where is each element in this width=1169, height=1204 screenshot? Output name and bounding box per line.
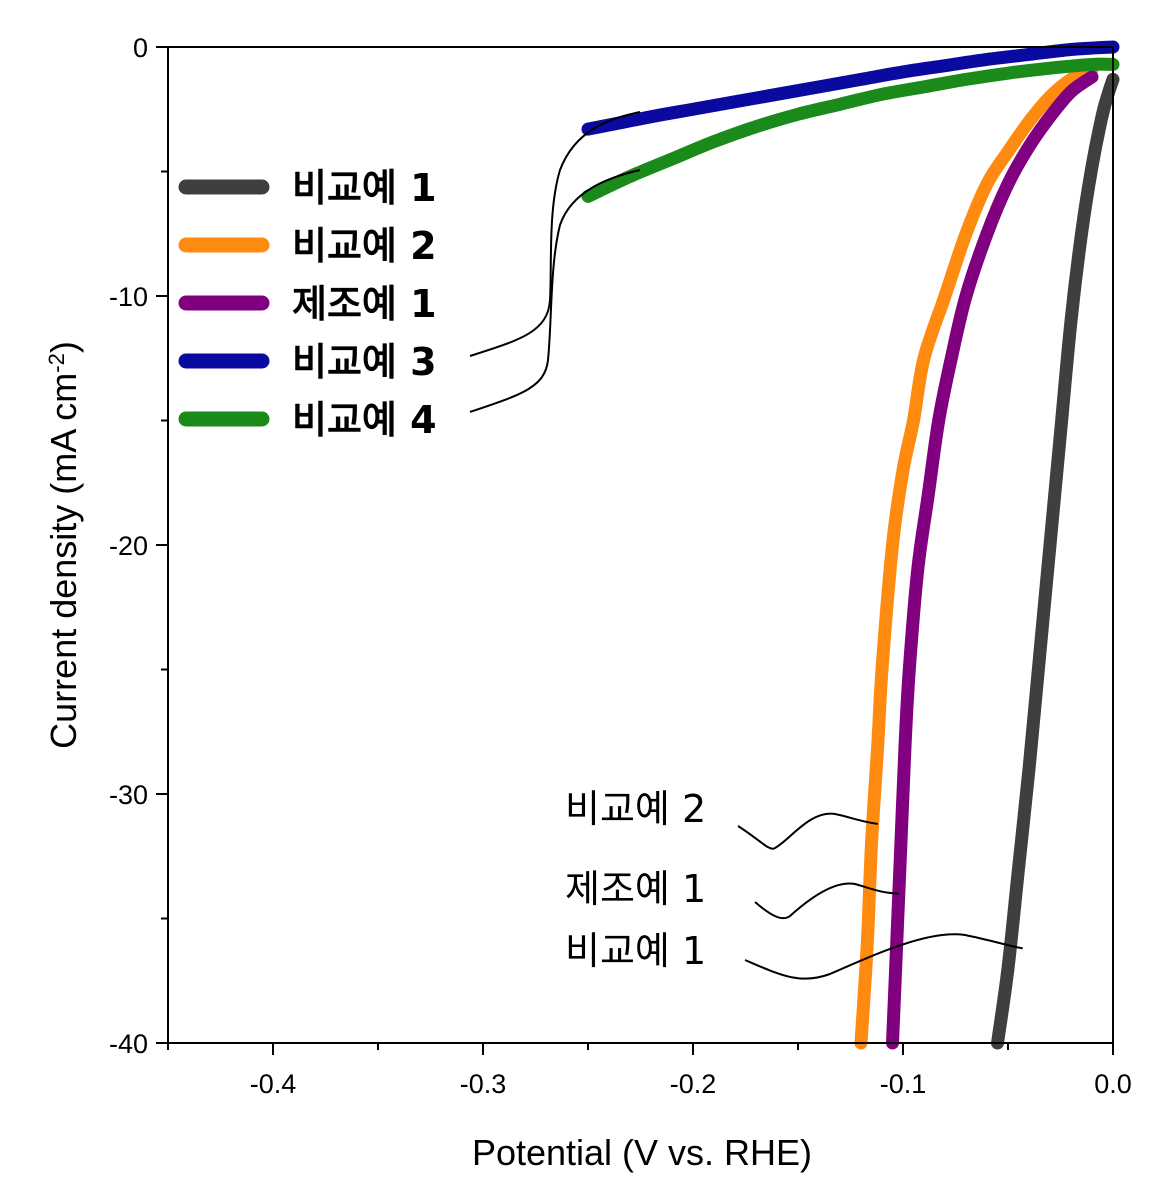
legend-label: 비교예 3 — [292, 340, 437, 384]
x-tick-label: -0.2 — [670, 1069, 717, 1099]
y-axis-title-close: ) — [43, 341, 84, 353]
annotation-label: 제조예 1 — [565, 867, 706, 911]
y-axis-title-main: Current density (mA cm — [43, 373, 84, 749]
series-line-2 — [854, 62, 1099, 1050]
y-axis-title-sup: -2 — [44, 353, 69, 373]
annotation-leader — [737, 812, 878, 850]
x-tick-label: -0.1 — [880, 1069, 927, 1099]
legend-label: 비교예 1 — [292, 166, 437, 210]
x-tick-label: -0.3 — [460, 1069, 507, 1099]
leader-line — [469, 111, 641, 357]
annotation-leader — [744, 933, 1023, 980]
annotations: 비교예 2 제조예 1 비교예 1 — [565, 787, 1023, 980]
legend: 비교예 1 비교예 2 제조예 1 비교예 3 비교예 4 — [178, 111, 641, 442]
annotation-label: 비교예 1 — [565, 929, 706, 973]
y-tick-label: -20 — [109, 531, 148, 561]
y-tick-label: -30 — [109, 780, 148, 810]
y-tick-label: -40 — [109, 1029, 148, 1059]
y-tick-label: 0 — [133, 33, 148, 63]
x-axis-title: Potential (V vs. RHE) — [472, 1132, 812, 1173]
legend-label: 제조예 1 — [292, 282, 437, 326]
legend-label: 비교예 2 — [292, 224, 437, 268]
leader-line — [469, 169, 641, 413]
series-line-1 — [991, 72, 1120, 1050]
x-tick-label: -0.4 — [250, 1069, 297, 1099]
x-tick-label: 0.0 — [1094, 1069, 1132, 1099]
annotation-label: 비교예 2 — [565, 787, 706, 831]
y-tick-label: -10 — [109, 282, 148, 312]
y-axis-title: Current density (mA cm-2) — [43, 341, 84, 749]
series-layer — [581, 40, 1120, 1050]
series-line-4 — [581, 40, 1120, 136]
series-line-5 — [581, 57, 1120, 203]
annotation-leader — [754, 882, 899, 920]
legend-label: 비교예 4 — [292, 398, 437, 442]
series-line-3 — [886, 70, 1099, 1050]
